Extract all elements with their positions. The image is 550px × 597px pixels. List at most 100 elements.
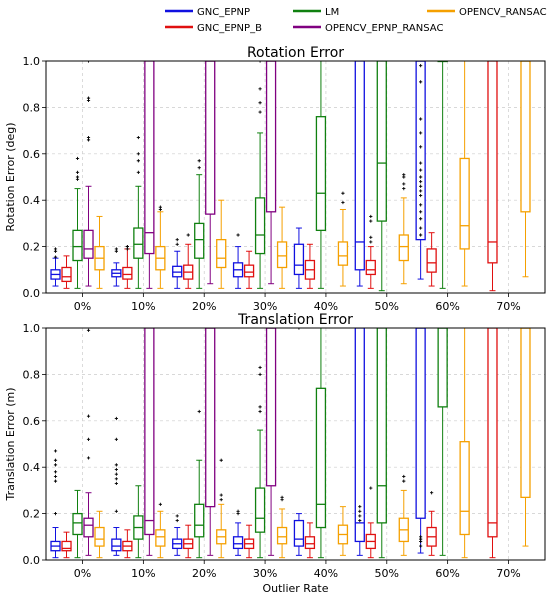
- legend-label-gnc-epnp: GNC_EPNP: [197, 7, 250, 18]
- gnc-epnp-box: [293, 243, 305, 276]
- outlier-point: [369, 240, 373, 244]
- outlier-point: [53, 449, 58, 453]
- opencv-ransac-box: [276, 526, 288, 545]
- legend-label-opencv-epnp-ransac: OPENCV_EPNP_RANSAC: [325, 23, 443, 34]
- y-tick-label: 0.0: [23, 287, 41, 300]
- outlier-point: [419, 544, 423, 548]
- opencv-ransac-box: [520, 328, 531, 499]
- outlier-point: [236, 509, 240, 513]
- outlier-point: [136, 159, 140, 163]
- outlier-point: [419, 226, 423, 230]
- outlier-point: [53, 474, 58, 479]
- translation-error-panel: Translation Error Translation Error (m) …: [4, 312, 546, 580]
- gnc-epnp-box: [293, 519, 305, 547]
- gnc-epnp-b-box: [426, 248, 437, 273]
- translation-chart-title: Translation Error: [237, 312, 353, 328]
- outlier-point: [53, 458, 58, 462]
- outlier-point: [114, 467, 118, 472]
- y-tick-label: 1.0: [23, 322, 41, 335]
- outlier-point: [402, 479, 406, 483]
- outlier-point: [369, 486, 373, 490]
- rotation-y-axis-label: Rotation Error (deg): [4, 122, 17, 231]
- outlier-point: [197, 409, 201, 414]
- opencv-ransac-box: [459, 441, 470, 536]
- outlier-point: [402, 182, 406, 186]
- translation-plot-area: 0.0 0.2 0.4 0.6 0.8 1.0 0% 10% 20% 30% 40% 50% 60% 70…: [23, 322, 546, 580]
- opencv-ransac-box: [94, 526, 105, 547]
- outlier-point: [402, 187, 406, 191]
- y-tick-label: 0.4: [23, 461, 41, 474]
- outlier-point: [158, 502, 162, 506]
- outlier-point: [236, 233, 240, 237]
- outlier-point: [114, 472, 118, 476]
- outlier-point: [86, 61, 91, 63]
- outlier-point: [419, 175, 423, 179]
- legend-label-opencv-ransac: OPENCV_RANSAC: [459, 7, 547, 18]
- opencv-ransac-box: [337, 241, 349, 266]
- opencv-epnp-ransac-box: [205, 328, 216, 508]
- x-tick-label: 40%: [314, 300, 338, 313]
- outlier-point: [341, 200, 345, 205]
- x-tick-label: 10%: [131, 567, 155, 580]
- outlier-point: [197, 166, 201, 170]
- x-tick-label: 30%: [253, 567, 277, 580]
- opencv-ransac-box: [398, 234, 409, 262]
- lm-box: [376, 61, 387, 222]
- legend-label-gnc-epnp-b: GNC_EPNP_B: [197, 23, 262, 34]
- outlier-point: [175, 242, 179, 246]
- gnc-epnp-b-box: [365, 259, 376, 276]
- x-tick-label: 60%: [435, 300, 459, 313]
- outlier-point: [53, 249, 58, 253]
- outlier-point: [297, 328, 301, 330]
- outlier-point: [114, 463, 118, 467]
- gnc-epnp-box: [232, 536, 244, 550]
- x-tick-label: 20%: [192, 300, 216, 313]
- opencv-epnp-ransac-box: [83, 229, 94, 259]
- outlier-point: [136, 135, 140, 140]
- opencv-ransac-box: [155, 529, 166, 547]
- lm-box: [194, 222, 205, 259]
- lm-box: [315, 116, 327, 232]
- outlier-point: [114, 481, 118, 486]
- outlier-point: [175, 238, 179, 242]
- outlier-point: [402, 474, 406, 479]
- outlier-point: [419, 233, 423, 237]
- x-tick-label: 70%: [496, 300, 520, 313]
- outlier-point: [114, 249, 118, 253]
- translation-y-axis-label: Translation Error (m): [4, 387, 17, 501]
- outlier-point: [419, 161, 423, 165]
- y-tick-label: 0.6: [23, 148, 41, 161]
- outlier-point: [136, 170, 140, 174]
- outlier-point: [258, 87, 262, 91]
- outlier-point: [114, 416, 118, 421]
- outlier-point: [419, 117, 423, 121]
- gnc-epnp-b-box: [61, 266, 72, 283]
- outlier-point: [136, 152, 140, 156]
- outlier-point: [258, 110, 262, 114]
- opencv-epnp-ransac-box: [265, 328, 277, 487]
- outlier-point: [258, 409, 262, 414]
- y-tick-label: 0.6: [23, 415, 41, 428]
- outlier-point: [219, 493, 223, 497]
- outlier-point: [258, 101, 262, 105]
- outlier-point: [419, 193, 423, 198]
- gnc-epnp-b-box: [487, 61, 498, 264]
- outlier-point: [419, 210, 423, 214]
- outlier-point: [86, 437, 91, 441]
- gnc-epnp-b-box: [304, 536, 316, 550]
- outlier-point: [114, 437, 118, 441]
- gnc-epnp-box: [354, 328, 365, 543]
- boxes-layer: [50, 328, 531, 559]
- outlier-point: [369, 219, 373, 223]
- rotation-error-panel: Rotation Error Rotation Error (deg) 0.00…: [4, 45, 546, 313]
- x-tick-label: 10%: [131, 300, 155, 313]
- opencv-epnp-ransac-box: [205, 61, 216, 215]
- lm-box: [133, 227, 144, 259]
- x-tick-label: 50%: [375, 300, 399, 313]
- x-tick-label: 0%: [74, 300, 91, 313]
- outlier-point: [258, 372, 262, 376]
- outlier-point: [86, 328, 91, 332]
- y-tick-label: 0.8: [23, 101, 41, 114]
- y-tick-label: 0.0: [23, 554, 41, 567]
- outlier-point: [419, 217, 423, 221]
